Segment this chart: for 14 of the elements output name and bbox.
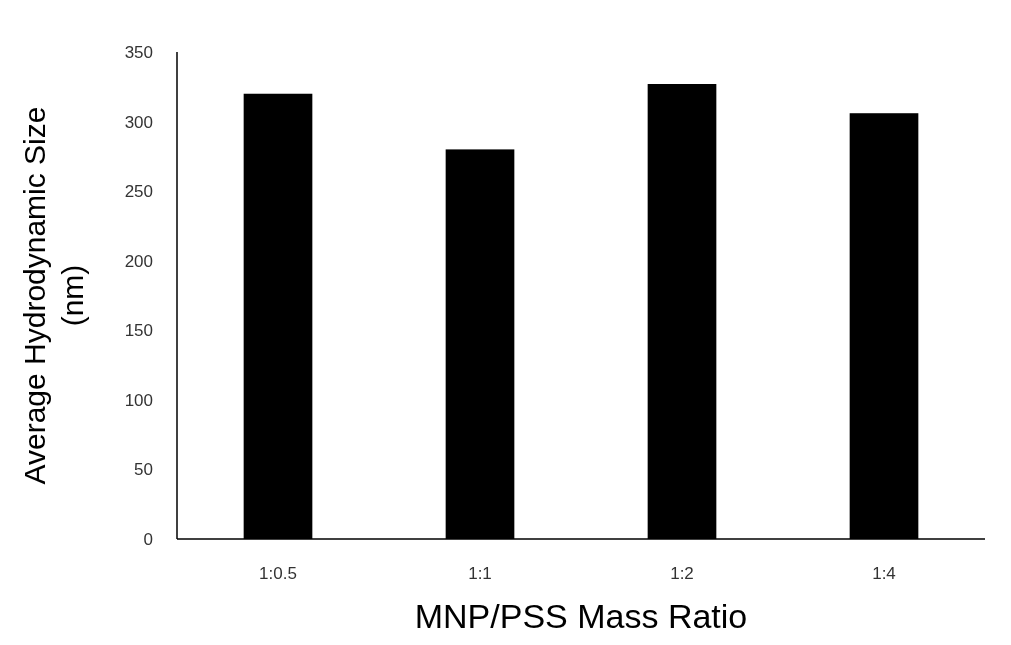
x-tick-label: 1:1 — [468, 564, 492, 583]
y-tick-label: 0 — [143, 529, 153, 549]
y-tick-label: 150 — [124, 321, 153, 341]
y-tick-label: 100 — [124, 390, 153, 410]
y-axis-title: Average Hydrodynamic Size (nm) — [18, 106, 89, 485]
y-tick-label: 350 — [124, 42, 153, 62]
x-tick-label: 1:4 — [872, 564, 896, 583]
y-tick-label: 250 — [124, 182, 153, 202]
y-tick-label: 50 — [134, 460, 153, 480]
x-tick-label: 1:0.5 — [259, 564, 297, 583]
x-tick-label: 1:2 — [670, 564, 694, 583]
y-tick-label: 200 — [124, 251, 153, 271]
x-axis-title: MNP/PSS Mass Ratio — [414, 597, 748, 635]
y-tick-label: 300 — [124, 112, 153, 132]
